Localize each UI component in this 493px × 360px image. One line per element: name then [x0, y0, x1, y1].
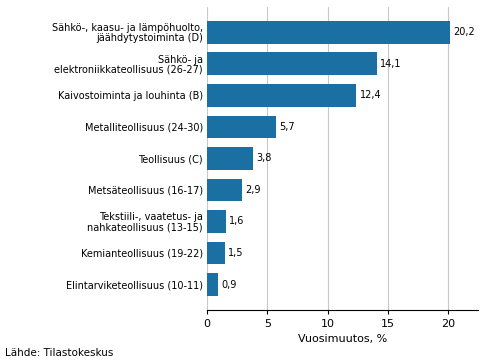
Bar	[207, 273, 218, 296]
Bar	[207, 84, 356, 107]
Bar	[207, 147, 253, 170]
Text: 3,8: 3,8	[256, 153, 271, 163]
Bar	[207, 210, 226, 233]
Text: 5,7: 5,7	[279, 122, 294, 132]
Bar	[207, 116, 276, 138]
Bar	[207, 21, 451, 44]
Text: 14,1: 14,1	[380, 59, 401, 69]
Text: 2,9: 2,9	[245, 185, 260, 195]
Bar	[207, 179, 242, 201]
Text: 12,4: 12,4	[359, 90, 381, 100]
Text: 1,5: 1,5	[228, 248, 244, 258]
X-axis label: Vuosimuutos, %: Vuosimuutos, %	[298, 334, 387, 344]
Bar	[207, 53, 377, 75]
Text: 0,9: 0,9	[221, 279, 236, 289]
Text: 1,6: 1,6	[229, 216, 245, 226]
Text: Lähde: Tilastokeskus: Lähde: Tilastokeskus	[5, 348, 113, 358]
Text: 20,2: 20,2	[454, 27, 475, 37]
Bar	[207, 242, 225, 264]
